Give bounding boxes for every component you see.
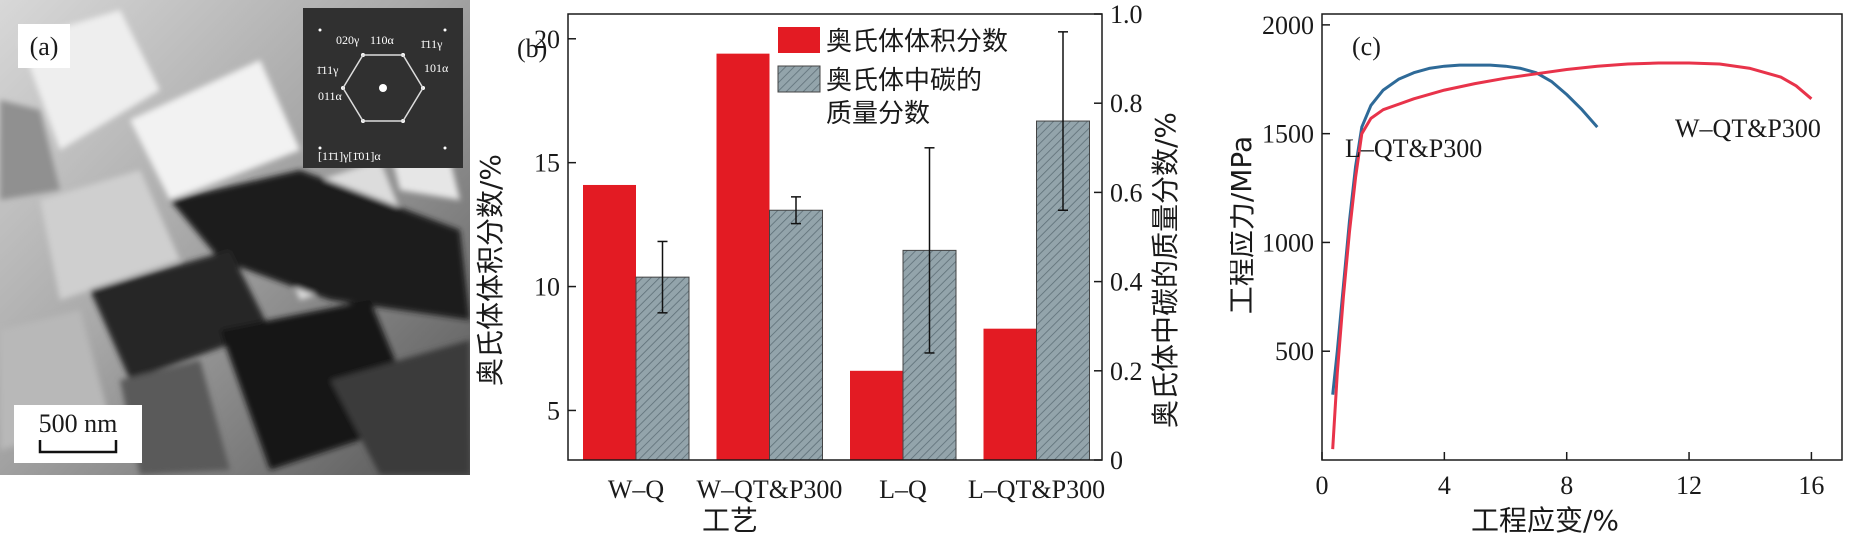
y-tick-label-right: 0.6 (1110, 178, 1143, 207)
tem-micrograph-panel: 020γ 110α 1̄11γ 101α 1̄11γ 011α [11̄1]γ[… (0, 0, 470, 475)
scale-bar (38, 440, 118, 454)
x-tick-label: 16 (1798, 471, 1824, 500)
series-label-l-qtp300: L–QT&P300 (1345, 134, 1482, 163)
panel-b-label: (b) (517, 34, 547, 63)
diffraction-label: 101α (424, 61, 449, 75)
legend-label-volume: 奥氏体体积分数 (826, 27, 1008, 57)
legend-label-carbon-line2: 质量分数 (826, 99, 930, 129)
y-tick-label-right: 0.8 (1110, 89, 1143, 118)
stress-strain-chart-panel: 0 4 8 12 16 500 1000 1500 2000 (c) L–QT&P300 W–Q… (1225, 0, 1855, 542)
curve-l-qtp300 (1331, 63, 1599, 395)
y-tick-label-right: 1.0 (1110, 0, 1143, 29)
legend-swatch-carbon (777, 65, 821, 93)
diffraction-label: 011α (318, 89, 343, 103)
y-tick-label-right: 0 (1110, 446, 1123, 475)
scale-bar-box (14, 405, 142, 463)
y-tick-label-left: 15 (534, 149, 560, 178)
bar-volume-fraction (850, 370, 903, 460)
bar-volume-fraction (983, 328, 1037, 460)
y-tick-label: 500 (1275, 337, 1314, 366)
legend-label-carbon-line1: 奥氏体中碳的 (826, 66, 982, 96)
y-tick-label-left: 5 (547, 396, 560, 425)
diffraction-zone-axis: [11̄1]γ[1̄01]α (318, 149, 381, 163)
y-axis-title-right: 奥氏体中碳的质量分数/% (1149, 112, 1182, 428)
x-tick-label: 8 (1560, 471, 1573, 500)
x-axis-title: 工艺 (702, 504, 758, 537)
bar-volume-fraction (716, 53, 770, 461)
legend: 奥氏体体积分数 奥氏体中碳的 质量分数 (777, 27, 1008, 129)
austenite-bar-chart-panel: W–Q W–QT&P300 L–Q L–QT&P300 5 10 15 20 0 0.2 0.4 0.… (470, 0, 1230, 542)
x-tick-label: L–QT&P300 (968, 475, 1105, 504)
x-tick-label: 12 (1676, 471, 1702, 500)
scale-bar-label: 500 nm (39, 409, 118, 438)
y-tick-label: 1000 (1262, 228, 1314, 257)
bar-carbon-fraction (902, 249, 957, 461)
series-label-w-qtp300: W–QT&P300 (1675, 114, 1821, 143)
bar-carbon-fraction (769, 209, 823, 461)
x-tick-label: L–Q (879, 475, 927, 504)
curve-w-qtp300 (1331, 61, 1813, 450)
x-tick-label: 4 (1438, 471, 1451, 500)
x-tick-label: W–Q (608, 475, 665, 504)
diffraction-label: 110α (370, 33, 395, 47)
x-axis-title: 工程应变/% (1471, 504, 1619, 537)
tem-micrograph: 020γ 110α 1̄11γ 101α 1̄11γ 011α [11̄1]γ[… (0, 0, 470, 475)
panel-a-label-box (18, 24, 70, 68)
plot-frame (567, 13, 1103, 461)
stress-strain-chart: 0 4 8 12 16 500 1000 1500 2000 (c) L–QT&P300 W–Q… (1225, 11, 1843, 537)
bar-volume-fraction (583, 184, 636, 460)
y-tick-label: 1500 (1262, 120, 1314, 149)
y-tick-label-left: 10 (534, 273, 560, 302)
panel-c-label: (c) (1352, 32, 1381, 61)
diffraction-label: 1̄11γ (316, 63, 339, 77)
y-tick-label-left: 20 (534, 25, 560, 54)
diffraction-label: 020γ (336, 33, 360, 47)
panel-a-label: (a) (30, 32, 59, 61)
diffraction-label: 1̄11γ (420, 37, 443, 51)
austenite-bar-chart: W–Q W–QT&P300 L–Q L–QT&P300 5 10 15 20 0 0.2 0.4 0.… (474, 0, 1182, 537)
y-tick-label-right: 0.2 (1110, 357, 1143, 386)
legend-swatch-volume (778, 27, 820, 53)
x-tick-label: W–QT&P300 (697, 475, 843, 504)
y-axis-title: 工程应力/MPa (1230, 136, 1258, 314)
y-axis-title-left: 奥氏体体积分数/% (474, 154, 507, 386)
x-tick-label: 0 (1316, 471, 1329, 500)
micrograph-texture (0, 10, 470, 475)
y-tick-label-right: 0.4 (1110, 268, 1143, 297)
plot-frame (1321, 13, 1843, 461)
diffraction-hexagon (342, 54, 424, 122)
y-tick-label: 2000 (1262, 11, 1314, 40)
